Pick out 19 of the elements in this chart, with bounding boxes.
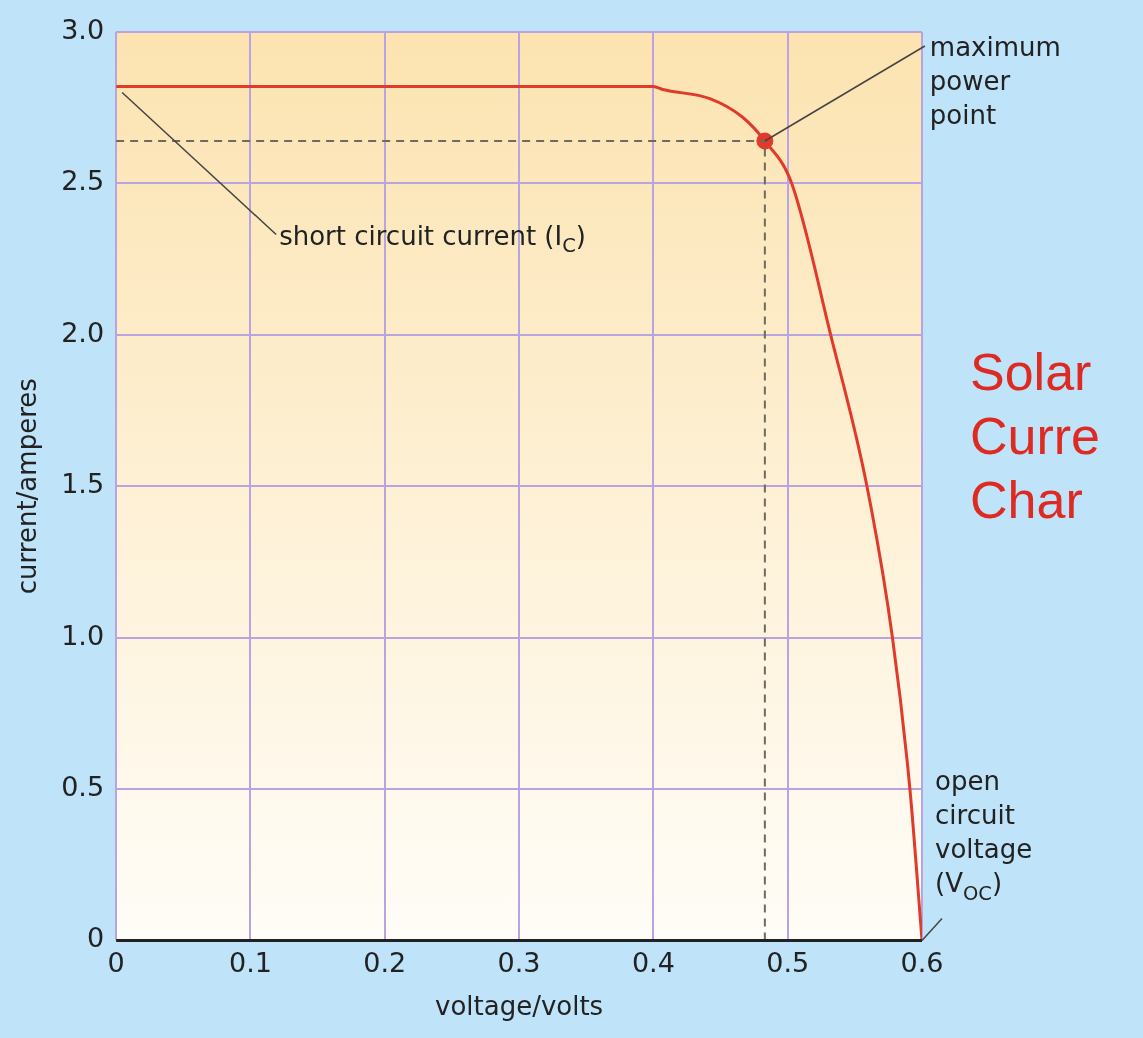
x-tick-label: 0.4 <box>631 946 675 978</box>
y-tick-label: 0.5 <box>61 771 105 803</box>
y-tick-label: 1.5 <box>61 468 105 500</box>
y-tick-label: 0 <box>86 922 105 954</box>
y-tick-label: 2.5 <box>61 165 105 197</box>
annotation: maximum power point <box>929 32 1061 131</box>
y-tick-label: 1.0 <box>61 619 105 651</box>
line-series <box>116 85 922 941</box>
x-tick-label: 0.5 <box>766 946 810 978</box>
y-axis-title: current/amperes <box>12 378 43 595</box>
x-tick-label: 0 <box>107 946 125 978</box>
x-tick-label: 0.6 <box>900 946 944 978</box>
y-tick-label: 2.0 <box>61 316 105 348</box>
x-tick-label: 0.3 <box>497 946 541 978</box>
x-tick-label: 0.2 <box>363 946 407 978</box>
text: Solar Curre Char <box>970 343 1101 529</box>
x-axis-title: voltage/volts <box>434 991 604 1022</box>
x-tick-label: 0.1 <box>228 946 272 978</box>
y-tick-label: 3.0 <box>61 14 105 46</box>
